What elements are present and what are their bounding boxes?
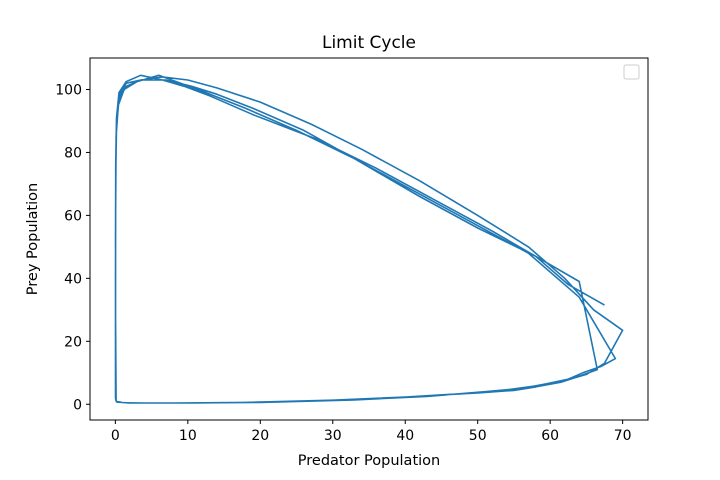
series-line-1 [114, 74, 624, 404]
x-tick-label: 30 [324, 428, 342, 444]
y-tick-label: 100 [55, 82, 82, 98]
x-axis-label: Predator Population [298, 453, 440, 469]
legend-box [623, 64, 640, 80]
y-tick-label: 0 [73, 397, 82, 413]
x-tick-label: 70 [614, 428, 632, 444]
plot-frame [89, 57, 649, 421]
y-tick-label: 40 [64, 271, 82, 287]
x-tick-label: 0 [111, 428, 120, 444]
y-axis: 0 20 40 60 80 100 [55, 82, 90, 413]
plot-area [89, 57, 649, 421]
chart-title: Limit Cycle [322, 33, 416, 53]
series-layer [114, 74, 624, 404]
x-tick-label: 40 [396, 428, 414, 444]
y-tick-label: 80 [64, 145, 82, 161]
y-axis-label: Prey Population [25, 183, 41, 295]
y-tick-label: 60 [64, 208, 82, 224]
y-tick-label: 20 [64, 334, 82, 350]
x-tick-label: 60 [541, 428, 559, 444]
x-tick-label: 20 [251, 428, 269, 444]
x-tick-label: 10 [179, 428, 197, 444]
x-tick-label: 50 [469, 428, 487, 444]
x-axis: 0 10 20 30 40 50 60 70 [111, 420, 632, 444]
